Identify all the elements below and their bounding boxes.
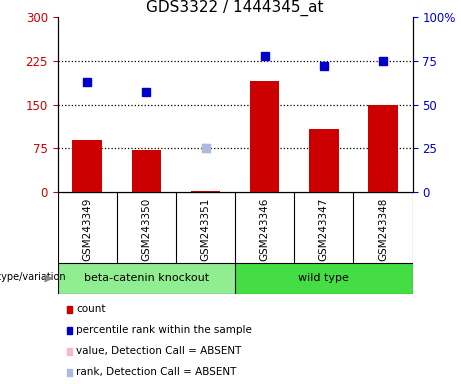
Bar <box>72 140 102 192</box>
Text: genotype/variation: genotype/variation <box>0 272 66 282</box>
Bar <box>368 105 398 192</box>
Text: GSM243350: GSM243350 <box>142 198 151 261</box>
Title: GDS3322 / 1444345_at: GDS3322 / 1444345_at <box>146 0 324 16</box>
Bar <box>309 129 339 192</box>
Text: GSM243346: GSM243346 <box>260 198 270 261</box>
Text: wild type: wild type <box>298 273 349 283</box>
Text: GSM243349: GSM243349 <box>82 198 92 261</box>
Text: percentile rank within the sample: percentile rank within the sample <box>77 325 252 335</box>
Bar <box>131 150 161 192</box>
Bar <box>250 81 279 192</box>
Bar <box>235 263 413 294</box>
Bar <box>191 191 220 192</box>
Text: value, Detection Call = ABSENT: value, Detection Call = ABSENT <box>77 346 242 356</box>
Text: count: count <box>77 304 106 314</box>
Text: GSM243348: GSM243348 <box>378 198 388 261</box>
Text: GSM243347: GSM243347 <box>319 198 329 261</box>
Text: GSM243351: GSM243351 <box>201 198 211 261</box>
Text: rank, Detection Call = ABSENT: rank, Detection Call = ABSENT <box>77 367 237 377</box>
Text: beta-catenin knockout: beta-catenin knockout <box>84 273 209 283</box>
Bar <box>58 263 235 294</box>
